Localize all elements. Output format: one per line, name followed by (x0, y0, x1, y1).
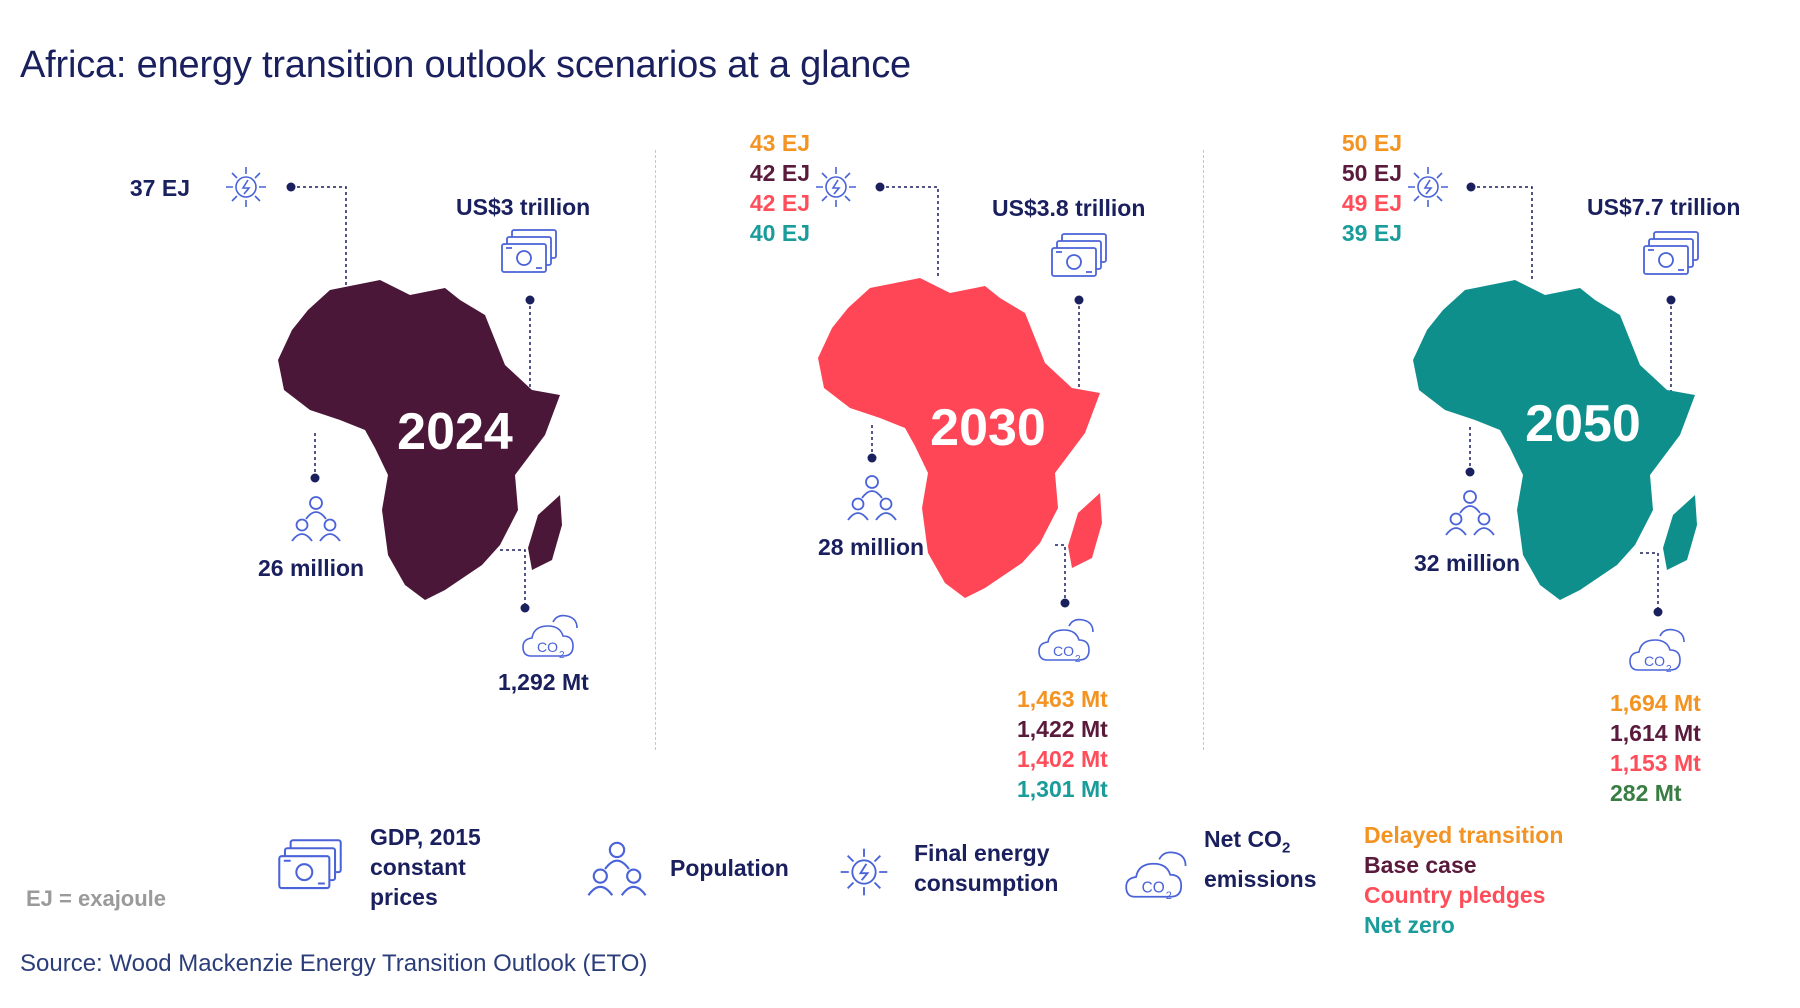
emissions-value-netzero: 282 Mt (1610, 780, 1682, 806)
energy-value-base: 42 EJ (749, 160, 810, 186)
people-icon (290, 493, 342, 545)
sun-gear-icon (1404, 163, 1452, 211)
svg-text:2: 2 (1166, 890, 1172, 902)
africa-map-2024 (278, 280, 562, 600)
africa-map-2030 (818, 278, 1102, 598)
emissions-value: 1,292 Mt (498, 669, 589, 695)
africa-map-2050 (1413, 280, 1697, 600)
panel-divider (655, 150, 656, 750)
energy-value-netzero: 39 EJ (1341, 220, 1402, 246)
svg-text:CO: CO (1142, 879, 1165, 896)
sun-gear-icon (812, 163, 860, 211)
energy-value-base: 50 EJ (1341, 160, 1402, 186)
panel-2050: 2050 50 EJ 50 EJ 49 EJ 39 EJ US$7.7 tril… (1150, 0, 1740, 1008)
population-value: 28 million (818, 534, 925, 560)
panel-divider (1203, 150, 1204, 750)
banknotes-icon (274, 838, 346, 904)
source-note: Source: Wood Mackenzie Energy Transition… (20, 950, 648, 977)
emissions-value-delayed: 1,463 Mt (1017, 686, 1108, 712)
legend-gdp-label: GDP, 2015 constant prices (370, 822, 481, 912)
banknotes-icon (1640, 230, 1702, 288)
emissions-value-pledges: 1,153 Mt (1610, 750, 1701, 776)
svg-text:2: 2 (559, 650, 565, 661)
legend-gdp-line: prices (370, 884, 438, 910)
people-icon (586, 838, 648, 900)
energy-value: 37 EJ (129, 175, 190, 201)
legend-emissions-label: Net CO2 emissions (1204, 824, 1317, 894)
legend-scenario-delayed: Delayed transition (1364, 822, 1564, 848)
population-value: 26 million (258, 555, 365, 581)
svg-text:2: 2 (1666, 664, 1672, 675)
connector-lines (867, 182, 1084, 608)
emissions-value-netzero: 1,301 Mt (1017, 776, 1108, 802)
people-icon (1444, 487, 1496, 539)
legend-emissions-subscript: 2 (1281, 839, 1291, 857)
co2-cloud-icon: CO 2 (1124, 848, 1190, 906)
emissions-value-base: 1,614 Mt (1610, 720, 1701, 746)
energy-value-delayed: 43 EJ (749, 130, 810, 156)
legend-energy-label: Final energy consumption (914, 838, 1058, 898)
sun-gear-icon (222, 163, 270, 211)
co2-cloud-icon: CO 2 (521, 612, 581, 664)
svg-text:CO: CO (537, 639, 558, 655)
connector-lines (286, 182, 535, 613)
connector-lines (1465, 182, 1676, 617)
sun-gear-icon (836, 844, 892, 900)
year-label: 2050 (1525, 395, 1641, 453)
year-label: 2030 (930, 399, 1046, 457)
panel-2024: 2024 37 EJ US$3 trillion 26 million CO 2 … (0, 0, 590, 1008)
emissions-value-delayed: 1,694 Mt (1610, 690, 1701, 716)
legend-gdp-line: GDP, 2015 (370, 824, 481, 850)
legend-energy-line: consumption (914, 870, 1059, 896)
svg-text:2: 2 (1075, 654, 1081, 665)
co2-cloud-icon: CO 2 (1037, 616, 1097, 668)
gdp-value: US$3 trillion (456, 194, 591, 220)
energy-value-pledges: 42 EJ (749, 190, 810, 216)
energy-value-pledges: 49 EJ (1341, 190, 1402, 216)
energy-value-netzero: 40 EJ (749, 220, 810, 246)
page-title: Africa: energy transition outlook scenar… (20, 44, 911, 86)
legend-scenario-netzero: Net zero (1364, 912, 1455, 938)
legend-scenario-base: Base case (1364, 852, 1477, 878)
people-icon (846, 472, 898, 524)
panel-2030: 2030 43 EJ 42 EJ 42 EJ 40 EJ US$3.8 tril… (560, 0, 1145, 1008)
gdp-value: US$3.8 trillion (992, 195, 1146, 221)
legend-population-label: Population (670, 855, 789, 881)
unit-note: EJ = exajoule (26, 886, 167, 911)
svg-text:CO: CO (1053, 643, 1074, 659)
legend-energy-line: Final energy (914, 840, 1050, 866)
legend-emissions-line: Net CO (1204, 826, 1282, 852)
energy-value-delayed: 50 EJ (1341, 130, 1402, 156)
legend-scenario-pledges: Country pledges (1364, 882, 1546, 908)
population-value: 32 million (1414, 550, 1521, 576)
legend-gdp-line: constant (370, 854, 466, 880)
year-label: 2024 (397, 403, 513, 461)
gdp-value: US$7.7 trillion (1587, 194, 1741, 220)
svg-text:CO: CO (1644, 653, 1665, 669)
banknotes-icon (1048, 232, 1110, 290)
banknotes-icon (498, 228, 560, 286)
co2-cloud-icon: CO 2 (1628, 626, 1688, 678)
emissions-value-pledges: 1,402 Mt (1017, 746, 1108, 772)
emissions-value-base: 1,422 Mt (1017, 716, 1108, 742)
legend-emissions-line: emissions (1204, 865, 1317, 892)
